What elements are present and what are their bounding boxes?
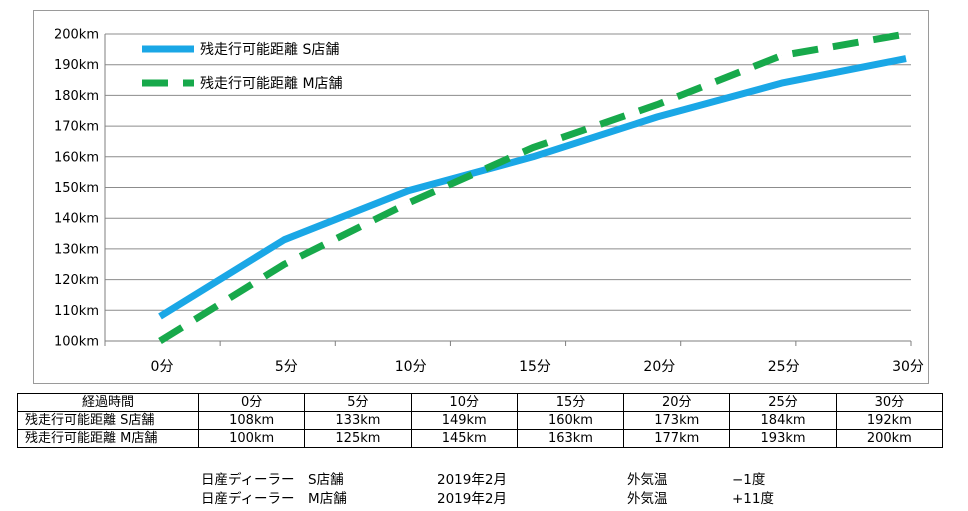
table-cell: 193km [729, 429, 837, 448]
x-tick-label: 5分 [275, 359, 298, 375]
y-tick-label: 100km [54, 335, 99, 350]
y-tick-label: 110km [54, 304, 99, 319]
table-header-cell: 経過時間 [17, 393, 199, 412]
chart-frame: 100km 110km 120km 130km 140km 150km 160km 170km… [33, 10, 929, 384]
table-cell: 149km [410, 411, 518, 430]
x-tick-label: 25分 [768, 359, 800, 375]
table-cell: 184km [729, 411, 837, 430]
note-temp-label: 外気温 [627, 491, 668, 507]
x-tick-label: 20分 [643, 359, 675, 375]
note-temp: −1度 [732, 472, 766, 488]
y-tick-label: 120km [54, 273, 99, 288]
table-cell: 125km [304, 429, 412, 448]
table-cell: 100km [197, 429, 306, 448]
table-header-cell: 15分 [516, 393, 625, 412]
table-header-cell: 25分 [729, 393, 837, 412]
table-row: 残走行可能距離 M店舗 100km 125km 145km 163km 177k… [17, 429, 944, 448]
y-tick-label: 200km [54, 28, 99, 43]
table-cell: 163km [516, 429, 625, 448]
x-tick-label: 10分 [395, 359, 427, 375]
table-cell: 200km [835, 429, 944, 448]
note-store: 日産ディーラー S店舗 [201, 472, 344, 488]
table-row-label: 残走行可能距離 M店舗 [17, 429, 199, 448]
legend-label: 残走行可能距離 S店舗 [200, 41, 339, 58]
data-table: 経過時間 0分 5分 10分 15分 20分 25分 30分 残走行可能距離 S… [17, 393, 944, 448]
x-tick-label: 30分 [892, 359, 924, 375]
y-tick-label: 140km [54, 212, 99, 227]
table-cell: 192km [835, 411, 944, 430]
table-cell: 160km [516, 411, 625, 430]
y-tick-label: 150km [54, 181, 99, 196]
table-cell: 133km [304, 411, 412, 430]
table-cell: 173km [623, 411, 731, 430]
x-tick-label: 0分 [151, 359, 174, 375]
table-header-cell: 30分 [835, 393, 944, 412]
table-cell: 177km [623, 429, 731, 448]
y-tick-label: 170km [54, 120, 99, 135]
table-cell: 108km [197, 411, 306, 430]
legend-label: 残走行可能距離 M店舗 [200, 75, 343, 92]
table-header-row: 経過時間 0分 5分 10分 15分 20分 25分 30分 [17, 393, 944, 412]
y-tick-label: 180km [54, 89, 99, 104]
table-header-cell: 0分 [197, 393, 306, 412]
table-row: 残走行可能距離 S店舗 108km 133km 149km 160km 173k… [17, 411, 944, 430]
grid-lines [104, 33, 912, 346]
x-axis-ticks: 0分 5分 10分 15分 20分 25分 30分 [151, 359, 924, 375]
x-tick-label: 15分 [519, 359, 551, 375]
table-header-cell: 10分 [410, 393, 518, 412]
note-temp: +11度 [732, 491, 774, 507]
table-header-cell: 5分 [304, 393, 412, 412]
y-tick-label: 190km [54, 58, 99, 73]
table-header-cell: 20分 [623, 393, 731, 412]
y-tick-label: 130km [54, 242, 99, 257]
note-store: 日産ディーラー M店舗 [201, 491, 347, 507]
note-temp-label: 外気温 [627, 472, 668, 488]
note-date: 2019年2月 [437, 472, 507, 488]
table-row-label: 残走行可能距離 S店舗 [17, 411, 199, 430]
y-tick-label: 160km [54, 150, 99, 165]
series-lines [158, 30, 907, 344]
y-axis-ticks: 100km 110km 120km 130km 140km 150km 160km 170km… [54, 28, 99, 350]
note-date: 2019年2月 [437, 491, 507, 507]
table-cell: 145km [410, 429, 518, 448]
line-chart: 100km 110km 120km 130km 140km 150km 160km 170km… [54, 28, 924, 376]
